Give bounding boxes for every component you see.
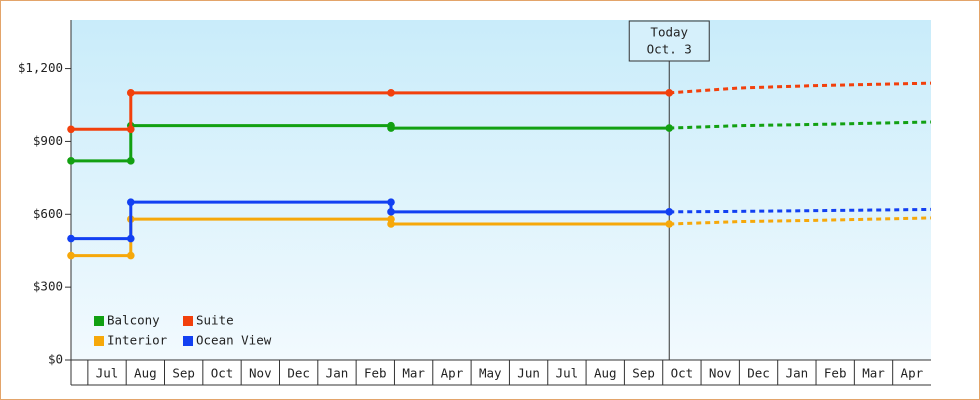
legend-swatch (183, 336, 193, 346)
today-box (628, 20, 710, 62)
data-point (126, 251, 135, 260)
legend-swatch (94, 316, 104, 326)
data-point (665, 124, 674, 132)
data-point (126, 157, 135, 165)
data-point (387, 220, 395, 228)
plot-area (71, 20, 931, 360)
data-point (665, 220, 674, 228)
x-tick-label: Aug (594, 366, 617, 381)
x-tick-label: Jan (326, 366, 349, 381)
x-tick-label: Mar (862, 366, 885, 381)
data-point (387, 124, 395, 132)
forecast-line (669, 207, 932, 214)
series-line (71, 200, 670, 241)
series-line (71, 217, 670, 258)
legend-swatch (94, 336, 104, 346)
data-point (67, 234, 75, 243)
data-point (665, 208, 674, 216)
x-tick-label: Dec (747, 366, 770, 381)
x-tick-label: Mar (402, 366, 425, 381)
forecast-line (669, 81, 932, 95)
data-point (126, 234, 135, 243)
forecast-line (669, 216, 932, 226)
legend-label: Suite (196, 313, 234, 328)
y-tick-label: $600 (33, 206, 63, 221)
data-point (67, 251, 75, 260)
today-label: Oct. 3 (647, 42, 692, 57)
data-point (665, 89, 674, 97)
x-tick-label: Jul (96, 366, 119, 381)
data-point (387, 208, 395, 216)
x-tick-label: Nov (709, 366, 732, 381)
data-point (387, 89, 395, 97)
data-point (387, 198, 395, 206)
x-tick-label: Nov (249, 366, 272, 381)
data-point (126, 125, 135, 134)
legend-label: Ocean View (196, 333, 272, 348)
x-tick-label: Jul (556, 366, 579, 381)
x-tick-label: Sep (172, 366, 195, 381)
x-tick-label: Feb (824, 366, 847, 381)
y-tick-label: $0 (48, 352, 63, 367)
y-tick-label: $300 (33, 279, 63, 294)
data-point (126, 89, 135, 97)
data-point (67, 125, 75, 134)
legend-swatch (183, 316, 193, 326)
today-label: Today (650, 25, 688, 40)
data-point (126, 198, 135, 206)
x-tick-label: May (479, 366, 502, 381)
legend-label: Interior (107, 333, 168, 348)
legend-label: Balcony (107, 313, 160, 328)
x-tick-label: Apr (441, 366, 464, 381)
x-tick-label: Feb (364, 366, 387, 381)
x-tick-label: Sep (632, 366, 655, 381)
x-tick-label: Jan (786, 366, 809, 381)
data-point (67, 157, 75, 165)
x-tick-label: Aug (134, 366, 157, 381)
x-tick-label: Apr (901, 366, 924, 381)
x-tick-label: Oct (211, 366, 234, 381)
y-tick-label: $900 (33, 133, 63, 148)
series-line (71, 124, 670, 163)
x-tick-label: Dec (287, 366, 310, 381)
y-tick-label: $1,200 (18, 60, 63, 75)
x-tick-label: Oct (671, 366, 694, 381)
x-tick-label: Jun (517, 366, 540, 381)
forecast-line (669, 120, 932, 130)
